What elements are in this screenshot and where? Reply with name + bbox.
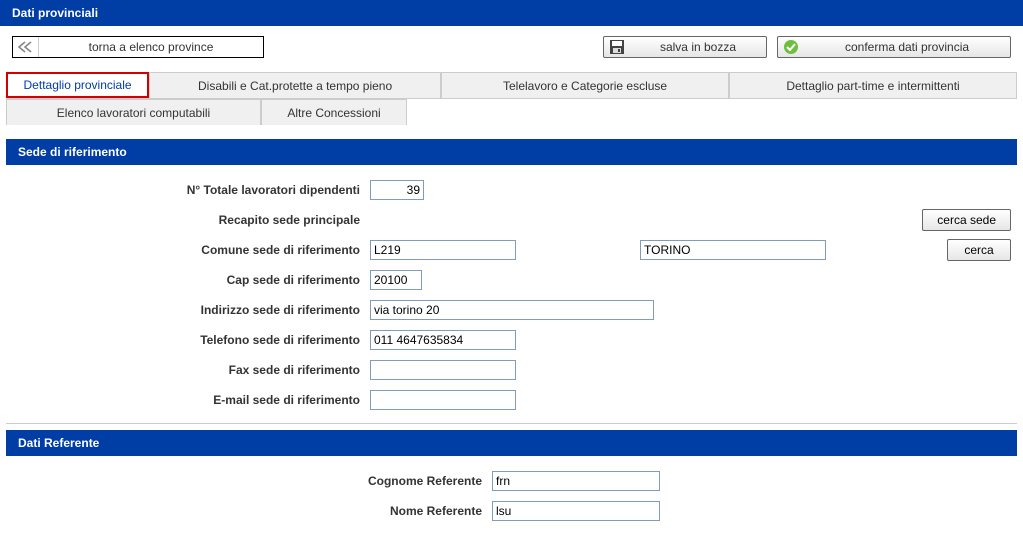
label-nome: Nome Referente [6,504,492,518]
tab-telelavoro[interactable]: Telelavoro e Categorie escluse [441,72,729,98]
tabs-row-2: Elenco lavoratori computabili Altre Conc… [6,99,1017,125]
input-comune-code[interactable] [370,240,516,260]
input-comune-city[interactable] [640,240,826,260]
row-comune: Comune sede di riferimento cerca [6,235,1017,265]
tab-disabili[interactable]: Disabili e Cat.protette a tempo pieno [149,72,441,98]
cerca-sede-button[interactable]: cerca sede [922,209,1011,231]
back-double-arrow-icon [13,37,39,57]
tab-elenco-lavoratori[interactable]: Elenco lavoratori computabili [6,99,261,125]
tab-label: Telelavoro e Categorie escluse [503,79,667,93]
input-cap[interactable] [370,270,422,290]
row-cognome: Cognome Referente [6,466,1017,496]
row-cap: Cap sede di riferimento [6,265,1017,295]
input-indirizzo[interactable] [370,300,654,320]
section-title-sede: Sede di riferimento [6,139,1017,165]
confirm-button[interactable]: conferma dati provincia [777,36,1011,58]
section-title-label: Sede di riferimento [18,145,127,159]
input-n-totale[interactable] [370,180,424,200]
save-button-label: salva in bozza [630,40,766,54]
cerca-button[interactable]: cerca [947,239,1011,261]
input-email[interactable] [370,390,516,410]
label-indirizzo: Indirizzo sede di riferimento [6,303,370,317]
section-title-referente: Dati Referente [6,430,1017,456]
row-fax: Fax sede di riferimento [6,355,1017,385]
tab-label: Disabili e Cat.protette a tempo pieno [198,79,392,93]
row-telefono: Telefono sede di riferimento [6,325,1017,355]
back-button[interactable]: torna a elenco province [12,36,264,58]
form-referente: Cognome Referente Nome Referente [6,456,1017,526]
input-cognome[interactable] [492,471,660,491]
confirm-button-label: conferma dati provincia [804,40,1010,54]
label-cap: Cap sede di riferimento [6,273,370,287]
label-cognome: Cognome Referente [6,474,492,488]
tab-label: Elenco lavoratori computabili [57,106,210,120]
tab-dettaglio-provinciale[interactable]: Dettaglio provinciale [6,72,149,98]
input-fax[interactable] [370,360,516,380]
back-button-label: torna a elenco province [39,40,263,54]
label-n-totale: N° Totale lavoratori dipendenti [6,183,370,197]
row-nome: Nome Referente [6,496,1017,526]
label-email: E-mail sede di riferimento [6,393,370,407]
form-sede: N° Totale lavoratori dipendenti Recapito… [6,165,1017,415]
tab-label: Dettaglio part-time e intermittenti [786,79,959,93]
tab-label: Dettaglio provinciale [24,78,132,92]
floppy-icon [604,37,630,57]
tabs-row-1: Dettaglio provinciale Disabili e Cat.pro… [6,72,1017,99]
separator [6,423,1017,424]
row-n-totale: N° Totale lavoratori dipendenti [6,175,1017,205]
label-telefono: Telefono sede di riferimento [6,333,370,347]
save-button[interactable]: salva in bozza [603,36,767,58]
check-circle-icon [778,37,804,57]
header-title: Dati provinciali [12,6,98,20]
label-comune: Comune sede di riferimento [6,243,370,257]
section-title-label: Dati Referente [18,436,99,450]
input-nome[interactable] [492,501,660,521]
tab-label: Altre Concessioni [287,106,380,120]
label-recapito: Recapito sede principale [6,213,370,227]
row-email: E-mail sede di riferimento [6,385,1017,415]
tab-altre-concessioni[interactable]: Altre Concessioni [261,99,407,125]
row-recapito: Recapito sede principale cerca sede [6,205,1017,235]
header-bar: Dati provinciali [0,0,1023,26]
label-fax: Fax sede di riferimento [6,363,370,377]
row-indirizzo: Indirizzo sede di riferimento [6,295,1017,325]
input-telefono[interactable] [370,330,516,350]
page-root: Dati provinciali torna a elenco province [0,0,1023,526]
tab-parttime[interactable]: Dettaglio part-time e intermittenti [729,72,1017,98]
toolbar: torna a elenco province salva in bozza [0,26,1023,72]
